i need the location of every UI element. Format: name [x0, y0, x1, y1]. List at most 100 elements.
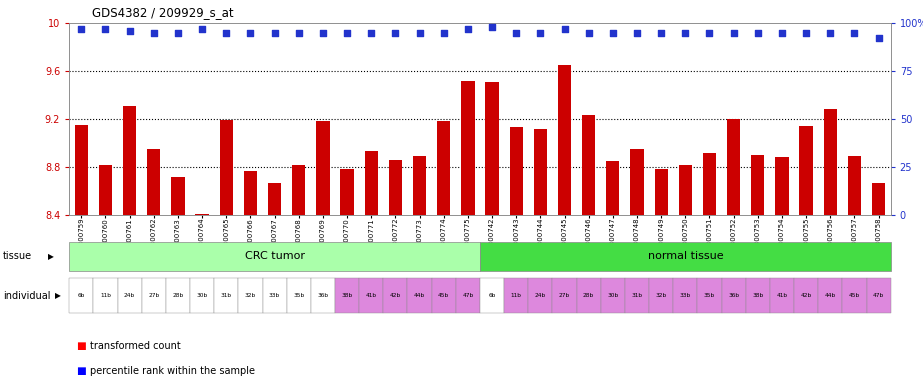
Bar	[389, 160, 402, 215]
Bar	[606, 161, 619, 215]
Text: 44b: 44b	[824, 293, 836, 298]
Point	[437, 30, 451, 36]
Text: 42b: 42b	[390, 293, 401, 298]
Bar	[504, 278, 528, 313]
Text: ▶: ▶	[48, 252, 54, 261]
Text: 28b: 28b	[173, 293, 184, 298]
Bar	[843, 278, 867, 313]
Bar	[485, 82, 498, 215]
Bar	[69, 242, 480, 271]
Text: 47b: 47b	[873, 293, 884, 298]
Point	[171, 30, 186, 36]
Bar	[172, 177, 185, 215]
Bar	[292, 165, 306, 215]
Bar	[775, 157, 788, 215]
Bar	[147, 149, 161, 215]
Point	[413, 30, 427, 36]
Bar	[220, 120, 233, 215]
Bar	[214, 278, 238, 313]
Bar	[196, 214, 209, 215]
Text: 24b: 24b	[124, 293, 136, 298]
Bar	[751, 155, 764, 215]
Text: 47b: 47b	[462, 293, 473, 298]
Text: 41b: 41b	[366, 293, 377, 298]
Text: 42b: 42b	[800, 293, 811, 298]
Bar	[317, 121, 330, 215]
Bar	[432, 278, 456, 313]
Bar	[407, 278, 432, 313]
Text: 45b: 45b	[849, 293, 860, 298]
Bar	[625, 278, 649, 313]
Text: 45b: 45b	[438, 293, 450, 298]
Text: 31b: 31b	[221, 293, 232, 298]
Point	[292, 30, 306, 36]
Text: 32b: 32b	[245, 293, 256, 298]
Bar	[262, 278, 287, 313]
Point	[702, 30, 717, 36]
Text: 11b: 11b	[510, 293, 521, 298]
Bar	[698, 278, 722, 313]
Bar	[872, 183, 885, 215]
Text: tissue: tissue	[3, 251, 32, 262]
Point	[726, 30, 741, 36]
Point	[509, 30, 523, 36]
Text: 11b: 11b	[100, 293, 111, 298]
Bar	[480, 278, 504, 313]
Point	[533, 30, 547, 36]
Bar	[649, 278, 673, 313]
Bar	[166, 278, 190, 313]
Bar	[818, 278, 843, 313]
Text: ▶: ▶	[55, 291, 61, 300]
Bar	[577, 278, 601, 313]
Bar	[190, 278, 214, 313]
Point	[774, 30, 789, 36]
Point	[798, 30, 813, 36]
Bar	[462, 81, 474, 215]
Bar	[268, 183, 282, 215]
Bar	[630, 149, 643, 215]
Text: 6b: 6b	[488, 293, 496, 298]
Text: 36b: 36b	[318, 293, 329, 298]
Point	[98, 26, 113, 32]
Bar	[287, 278, 311, 313]
Bar	[117, 278, 142, 313]
Point	[364, 30, 378, 36]
Text: 35b: 35b	[294, 293, 305, 298]
Text: 36b: 36b	[728, 293, 739, 298]
Bar	[823, 109, 837, 215]
Bar	[244, 170, 258, 215]
Bar	[438, 121, 450, 215]
Point	[677, 30, 692, 36]
Text: 38b: 38b	[752, 293, 763, 298]
Point	[823, 30, 838, 36]
Bar	[383, 278, 407, 313]
Text: 41b: 41b	[776, 293, 787, 298]
Bar	[456, 278, 480, 313]
Bar	[480, 242, 891, 271]
Text: percentile rank within the sample: percentile rank within the sample	[90, 366, 256, 376]
Bar	[238, 278, 262, 313]
Text: 33b: 33b	[269, 293, 281, 298]
Point	[629, 30, 644, 36]
Bar	[727, 119, 740, 215]
Point	[461, 26, 475, 32]
Point	[195, 26, 210, 32]
Text: 44b: 44b	[414, 293, 426, 298]
Bar	[794, 278, 818, 313]
Bar	[678, 165, 692, 215]
Bar	[311, 278, 335, 313]
Text: CRC tumor: CRC tumor	[245, 251, 305, 262]
Text: individual: individual	[3, 291, 50, 301]
Point	[605, 30, 620, 36]
Text: ■: ■	[76, 366, 86, 376]
Bar	[99, 165, 112, 215]
Text: 27b: 27b	[149, 293, 160, 298]
Bar	[867, 278, 891, 313]
Text: 24b: 24b	[534, 293, 546, 298]
Point	[871, 35, 886, 41]
Text: normal tissue: normal tissue	[648, 251, 723, 262]
Point	[267, 30, 282, 36]
Bar	[365, 151, 378, 215]
Text: 30b: 30b	[197, 293, 208, 298]
Point	[243, 30, 258, 36]
